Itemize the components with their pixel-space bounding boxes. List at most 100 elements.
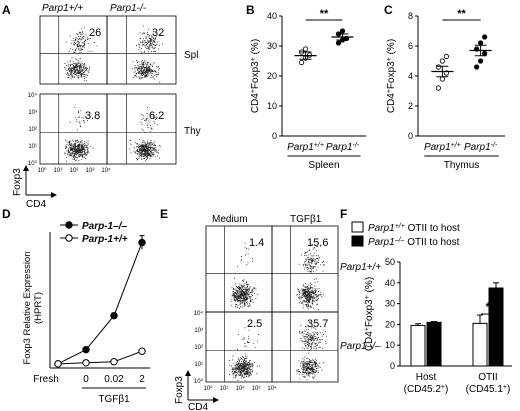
y-tick-label: 20 bbox=[267, 71, 277, 81]
event-dots bbox=[64, 107, 94, 162]
data-point bbox=[335, 40, 342, 46]
panel-a-col-header-wt: Parp1+/+ bbox=[42, 3, 83, 14]
event-dots bbox=[296, 244, 325, 310]
panel-a-xtick-0: 10⁰ bbox=[37, 167, 47, 174]
y-tick-label: 2 bbox=[408, 101, 413, 111]
panel-a-ytick-2: 10² bbox=[28, 127, 37, 133]
panel-b: 0 10 20 30 40 CD4+Foxp3+ (%) Parp1+/+ Parp1-/- *… bbox=[250, 8, 366, 171]
panel-e-plot-4 bbox=[271, 311, 339, 383]
data-point bbox=[474, 64, 480, 70]
series-line bbox=[57, 350, 143, 365]
legend-label: Parp-1+/+ bbox=[82, 234, 128, 245]
data-point bbox=[138, 238, 146, 247]
y-tick-label: 10 bbox=[267, 101, 277, 111]
y-tick-label: 20 bbox=[385, 319, 395, 329]
panel-a-x-ticks: 10⁰ 10¹ 10² 10³ 10⁴ bbox=[37, 167, 111, 174]
event-dots bbox=[132, 25, 163, 83]
panel-e-xtick-1: 10¹ bbox=[220, 386, 229, 392]
panel-a-value-4: 6.2 bbox=[149, 110, 164, 122]
panel-label-a: A bbox=[2, 3, 11, 17]
legend-marker bbox=[65, 221, 73, 229]
panel-f: 0 10 20 30 40 50 CD4+Foxp3+ (%) Host(CD45.2+) OT… bbox=[351, 221, 512, 396]
panel-e-col-header-tgfb: TGFβ1 bbox=[290, 214, 322, 225]
y-tick-label: 0 bbox=[408, 131, 413, 141]
panel-a-ytick-3: 10¹ bbox=[28, 144, 37, 150]
panel-e-value-2: 15.6 bbox=[307, 237, 328, 249]
category-sublabel: (CD45.1+) bbox=[466, 384, 511, 396]
data-point bbox=[482, 50, 488, 57]
x-tick-label: 0 bbox=[83, 374, 89, 385]
data-point bbox=[302, 46, 309, 52]
panel-e-xlabel: CD4 bbox=[188, 402, 208, 411]
y-tick-label: 0 bbox=[272, 131, 277, 141]
panel-a-plot-2 bbox=[106, 15, 177, 85]
panel-a-col-header-ko: Parp1-/- bbox=[110, 3, 147, 14]
legend-label: Parp-1–/– bbox=[82, 221, 127, 232]
panel-a-row-label-spl: Spl bbox=[184, 50, 198, 61]
bar bbox=[410, 324, 426, 367]
bar bbox=[488, 287, 504, 367]
event-dots bbox=[228, 327, 261, 382]
panel-a-xlabel: CD4 bbox=[26, 199, 46, 210]
event-dots bbox=[296, 321, 328, 381]
legend-swatch bbox=[351, 221, 364, 233]
x-axis-label: TGFβ1 bbox=[98, 394, 130, 405]
data-point bbox=[82, 345, 90, 354]
data-point bbox=[443, 53, 449, 60]
panel-e-value-4: 35.7 bbox=[307, 318, 328, 330]
y-tick-label: 30 bbox=[267, 41, 277, 51]
data-point bbox=[435, 64, 441, 70]
panel-e-row-label-wt: Parp1+/+ bbox=[340, 262, 381, 273]
y-tick-label: 40 bbox=[385, 278, 395, 288]
category-label: OTII bbox=[478, 372, 497, 383]
panel-label-e: E bbox=[160, 207, 168, 221]
panel-a-value-2: 32 bbox=[152, 27, 164, 39]
data-point bbox=[478, 58, 484, 64]
panel-label-c: C bbox=[384, 3, 393, 17]
legend-label: Parp1–/– OTII to host bbox=[368, 237, 460, 249]
y-axis-label-line-1: Foxp3 Relative Expression bbox=[22, 252, 33, 365]
y-axis-label: CD4+Foxp3+ (%) bbox=[364, 277, 376, 351]
x-axis-label: Thymus bbox=[444, 160, 480, 171]
data-point bbox=[298, 59, 305, 66]
panel-label-f: F bbox=[340, 207, 347, 221]
data-point bbox=[478, 40, 484, 46]
panel-a-xtick-2: 10² bbox=[70, 168, 79, 174]
significance-label: * bbox=[486, 300, 491, 314]
panel-e-ytick-4: 10⁰ bbox=[194, 378, 204, 385]
panel-e-y-ticks: 10⁴ 10³ 10² 10¹ 10⁰ bbox=[194, 310, 204, 385]
category-label: Parp1-/- bbox=[464, 142, 498, 154]
bar bbox=[426, 321, 442, 367]
panel-a-y-arrowhead bbox=[23, 165, 29, 171]
panel-a-ytick-0: 10⁴ bbox=[28, 92, 38, 99]
panel-e-xtick-4: 10⁴ bbox=[267, 385, 277, 392]
panel-e-ytick-2: 10² bbox=[194, 345, 203, 351]
data-point bbox=[439, 76, 445, 82]
panel-a-x-arrowhead bbox=[51, 192, 57, 198]
panel-e-ytick-3: 10¹ bbox=[194, 362, 203, 368]
panel-e-ylabel: Foxp3 bbox=[174, 376, 185, 404]
event-dots bbox=[129, 106, 161, 162]
y-tick-label: 6 bbox=[408, 41, 413, 51]
panel-a: Parp1+/+ Parp1-/- 26 32 3.8 6.2 Spl Thy … bbox=[12, 3, 201, 210]
x-tick-label: Fresh bbox=[33, 374, 59, 385]
event-dots bbox=[64, 27, 98, 82]
significance-label: ** bbox=[320, 8, 329, 20]
panel-a-plot-4 bbox=[106, 93, 177, 165]
panel-a-ytick-1: 10³ bbox=[28, 110, 37, 116]
data-point bbox=[339, 28, 346, 34]
category-sublabel: (CD45.2+) bbox=[404, 384, 449, 396]
event-dots bbox=[230, 242, 259, 309]
category-label: Host bbox=[416, 372, 437, 383]
y-tick-label: 30 bbox=[385, 299, 395, 309]
legend-marker bbox=[65, 234, 73, 242]
panel-e-xtick-2: 10² bbox=[236, 386, 245, 392]
data-point bbox=[482, 34, 488, 40]
panel-a-xtick-3: 10³ bbox=[86, 168, 95, 174]
legend-swatch bbox=[351, 235, 364, 247]
y-axis-label-line-2: (HPRT) bbox=[33, 292, 44, 324]
data-point bbox=[110, 311, 118, 320]
panel-c: 0 2 4 6 8 CD4+Foxp3+ (%) Parp1+/+ Parp1-/- ** Thy… bbox=[386, 8, 505, 171]
y-tick-label: 8 bbox=[408, 11, 413, 21]
y-axis-label: CD4+Foxp3+ (%) bbox=[250, 39, 262, 113]
